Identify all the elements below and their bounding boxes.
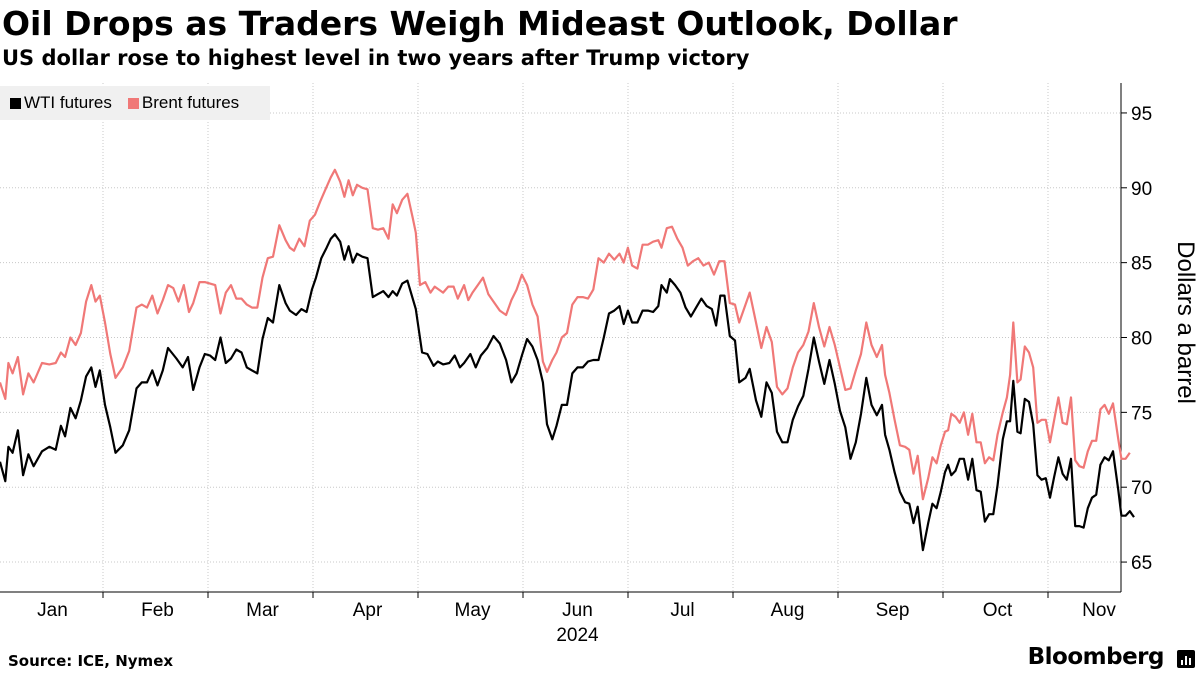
x-tick-label-oct: Oct xyxy=(983,600,1013,621)
x-tick-label-jan: Jan xyxy=(37,600,68,621)
y-tick-label-75: 75 xyxy=(1131,403,1152,424)
y-tick-label-80: 80 xyxy=(1131,329,1152,350)
y-axis-title: Dollars a barrel xyxy=(1172,241,1199,404)
legend-label-brent: Brent futures xyxy=(141,93,240,112)
legend-item-wti: WTI futures xyxy=(10,93,112,113)
series-line-wti xyxy=(0,233,1135,552)
x-tick-label-jul: Jul xyxy=(670,600,694,621)
x-tick-label-may: May xyxy=(455,600,491,621)
y-tick-label-90: 90 xyxy=(1131,179,1152,200)
bloomberg-terminal-icon xyxy=(1177,650,1195,668)
x-tick-label-apr: Apr xyxy=(353,600,383,621)
y-tick-label-85: 85 xyxy=(1131,254,1152,275)
chart-legend: WTI futures Brent futures xyxy=(0,86,270,120)
y-tick-label-95: 95 xyxy=(1131,104,1152,125)
x-year-label: 2024 xyxy=(556,625,599,646)
legend-item-brent: Brent futures xyxy=(127,93,240,113)
x-tick-label-jun: Jun xyxy=(562,600,593,621)
brand-logo: Bloomberg xyxy=(1027,644,1165,670)
chart-subtitle: US dollar rose to highest level in two y… xyxy=(2,46,750,70)
source-note: Source: ICE, Nymex xyxy=(8,652,174,670)
x-tick-label-sep: Sep xyxy=(876,600,910,621)
x-tick-label-feb: Feb xyxy=(141,600,174,621)
legend-label-wti: WTI futures xyxy=(24,93,112,112)
x-tick-label-aug: Aug xyxy=(771,600,805,621)
x-tick-label-mar: Mar xyxy=(246,600,279,621)
x-tick-label-nov: Nov xyxy=(1082,600,1116,621)
y-tick-label-70: 70 xyxy=(1131,478,1152,499)
legend-swatch-brent xyxy=(127,97,139,109)
y-tick-label-65: 65 xyxy=(1131,553,1152,574)
series-line-brent xyxy=(0,168,1131,501)
legend-swatch-wti xyxy=(10,97,21,109)
chart-title: Oil Drops as Traders Weigh Mideast Outlo… xyxy=(2,4,958,43)
